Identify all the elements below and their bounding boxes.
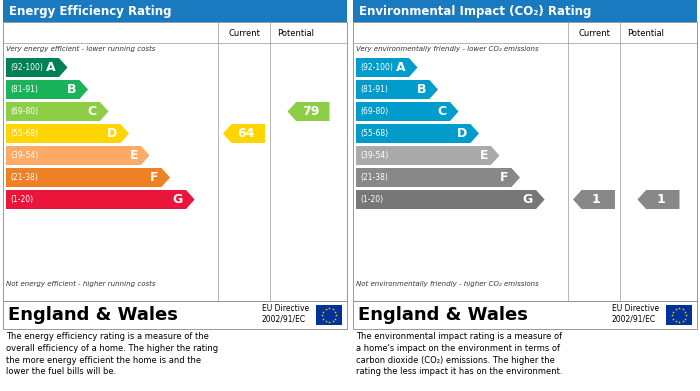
Polygon shape bbox=[573, 190, 615, 209]
Text: E: E bbox=[130, 149, 138, 162]
Text: Energy Efficiency Rating: Energy Efficiency Rating bbox=[9, 5, 171, 18]
Polygon shape bbox=[356, 102, 458, 121]
Text: B: B bbox=[417, 83, 426, 96]
Polygon shape bbox=[356, 124, 479, 143]
Text: EU Directive
2002/91/EC: EU Directive 2002/91/EC bbox=[612, 304, 659, 324]
Text: Potential: Potential bbox=[627, 29, 664, 38]
Text: (21-38): (21-38) bbox=[360, 173, 388, 182]
Text: Environmental Impact (CO₂) Rating: Environmental Impact (CO₂) Rating bbox=[359, 5, 592, 18]
Text: (1-20): (1-20) bbox=[10, 195, 33, 204]
Text: (92-100): (92-100) bbox=[360, 63, 393, 72]
Polygon shape bbox=[356, 80, 438, 99]
Text: England & Wales: England & Wales bbox=[358, 306, 528, 324]
Text: Potential: Potential bbox=[277, 29, 314, 38]
Polygon shape bbox=[288, 102, 330, 121]
Bar bbox=[3, 22, 347, 301]
Text: 1: 1 bbox=[592, 193, 601, 206]
Polygon shape bbox=[356, 190, 545, 209]
Polygon shape bbox=[356, 168, 520, 187]
Text: Current: Current bbox=[228, 29, 260, 38]
Text: (81-91): (81-91) bbox=[10, 85, 38, 94]
Bar bbox=[353, 301, 697, 329]
Polygon shape bbox=[6, 80, 88, 99]
Text: (69-80): (69-80) bbox=[360, 107, 388, 116]
Bar bbox=[3, 301, 347, 329]
Bar bbox=[3, 0, 347, 22]
Polygon shape bbox=[6, 168, 170, 187]
Polygon shape bbox=[638, 190, 680, 209]
Polygon shape bbox=[6, 124, 129, 143]
Bar bbox=[666, 305, 692, 325]
Text: Not environmentally friendly - higher CO₂ emissions: Not environmentally friendly - higher CO… bbox=[356, 281, 539, 287]
Text: (55-68): (55-68) bbox=[10, 129, 38, 138]
Text: The energy efficiency rating is a measure of the
overall efficiency of a home. T: The energy efficiency rating is a measur… bbox=[6, 332, 218, 377]
Text: A: A bbox=[46, 61, 56, 74]
Bar bbox=[316, 305, 342, 325]
Text: Not energy efficient - higher running costs: Not energy efficient - higher running co… bbox=[6, 281, 155, 287]
Text: B: B bbox=[67, 83, 76, 96]
Text: 79: 79 bbox=[302, 105, 319, 118]
Text: England & Wales: England & Wales bbox=[8, 306, 178, 324]
Text: Very energy efficient - lower running costs: Very energy efficient - lower running co… bbox=[6, 46, 155, 52]
Text: The environmental impact rating is a measure of
a home's impact on the environme: The environmental impact rating is a mea… bbox=[356, 332, 563, 377]
Text: C: C bbox=[88, 105, 97, 118]
Text: Very environmentally friendly - lower CO₂ emissions: Very environmentally friendly - lower CO… bbox=[356, 46, 538, 52]
Text: D: D bbox=[457, 127, 468, 140]
Text: 64: 64 bbox=[237, 127, 255, 140]
Text: (81-91): (81-91) bbox=[360, 85, 388, 94]
Polygon shape bbox=[223, 124, 265, 143]
Text: EU Directive
2002/91/EC: EU Directive 2002/91/EC bbox=[262, 304, 309, 324]
Text: E: E bbox=[480, 149, 488, 162]
Text: F: F bbox=[150, 171, 158, 184]
Text: Current: Current bbox=[578, 29, 610, 38]
Bar bbox=[353, 22, 697, 301]
Polygon shape bbox=[356, 58, 417, 77]
Polygon shape bbox=[6, 190, 195, 209]
Bar bbox=[353, 0, 697, 22]
Text: F: F bbox=[500, 171, 508, 184]
Text: A: A bbox=[396, 61, 406, 74]
Text: G: G bbox=[523, 193, 533, 206]
Text: (21-38): (21-38) bbox=[10, 173, 38, 182]
Text: (69-80): (69-80) bbox=[10, 107, 38, 116]
Text: (1-20): (1-20) bbox=[360, 195, 383, 204]
Text: C: C bbox=[438, 105, 447, 118]
Polygon shape bbox=[6, 102, 108, 121]
Text: (39-54): (39-54) bbox=[10, 151, 38, 160]
Polygon shape bbox=[6, 58, 67, 77]
Text: 1: 1 bbox=[657, 193, 665, 206]
Text: (39-54): (39-54) bbox=[360, 151, 389, 160]
Text: G: G bbox=[173, 193, 183, 206]
Text: (55-68): (55-68) bbox=[360, 129, 388, 138]
Polygon shape bbox=[6, 146, 150, 165]
Polygon shape bbox=[356, 146, 500, 165]
Text: D: D bbox=[107, 127, 118, 140]
Text: (92-100): (92-100) bbox=[10, 63, 43, 72]
